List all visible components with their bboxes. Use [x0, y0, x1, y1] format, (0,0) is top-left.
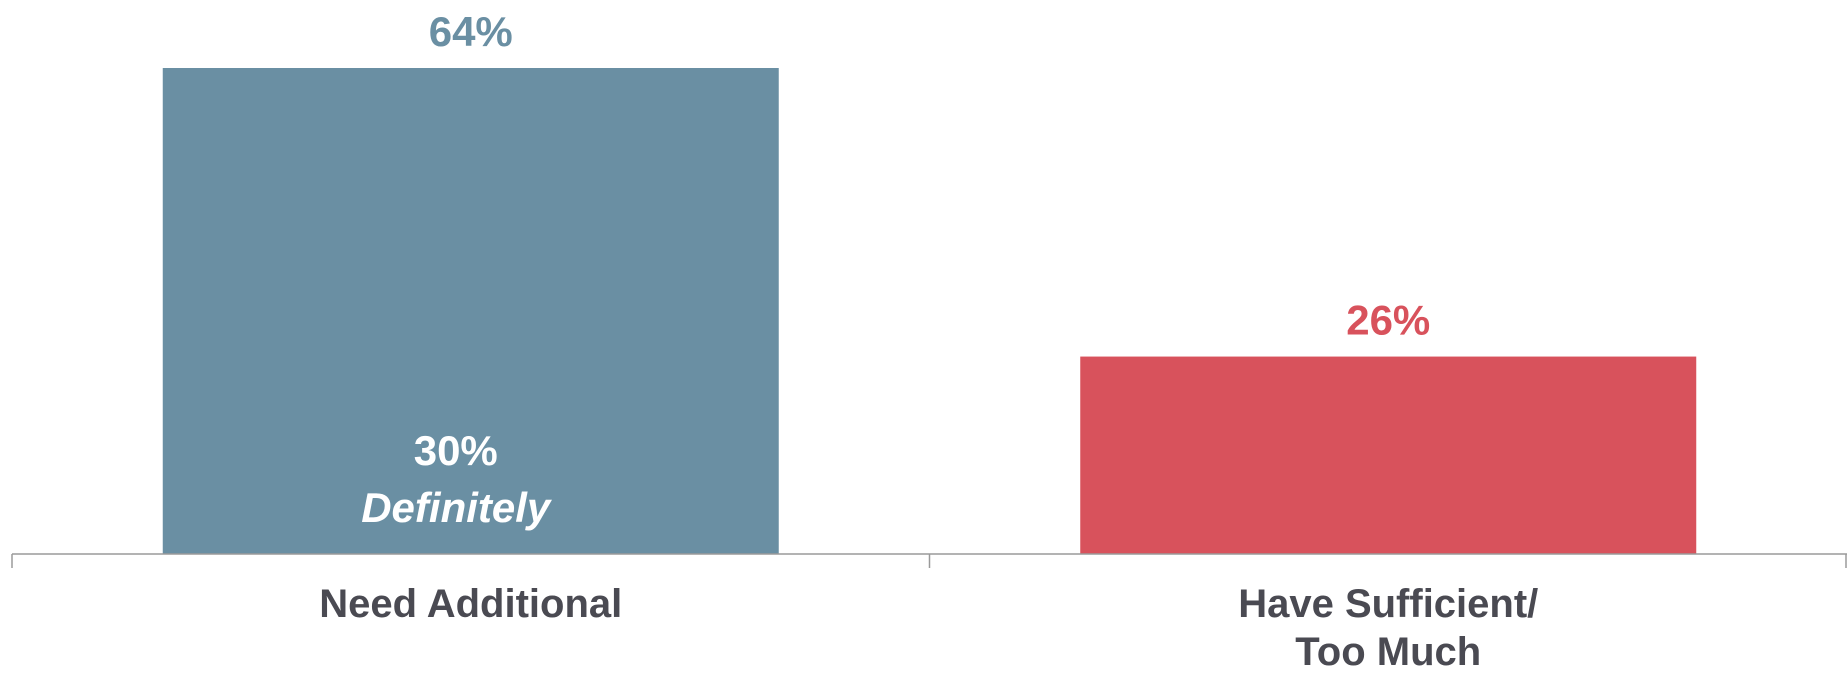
inner-annotation-text: Definitely [361, 484, 553, 531]
category-label-2-line-1: Have Sufficient/ [1238, 582, 1538, 626]
inner-value-label: 30% [414, 427, 498, 474]
bar-2 [1080, 356, 1697, 554]
labels-layer: 64% Need Additional 26% Have Sufficient/Too… [319, 8, 1538, 673]
bars-layer [162, 68, 1697, 554]
category-label-1: Need Additional [319, 582, 622, 626]
category-label-2-line-2: Too Much [1295, 630, 1481, 673]
bar-value-label-1: 64% [429, 8, 513, 55]
x-axis [11, 553, 1847, 568]
bar-1 [162, 68, 779, 554]
bar-value-label-2: 26% [1346, 297, 1430, 344]
